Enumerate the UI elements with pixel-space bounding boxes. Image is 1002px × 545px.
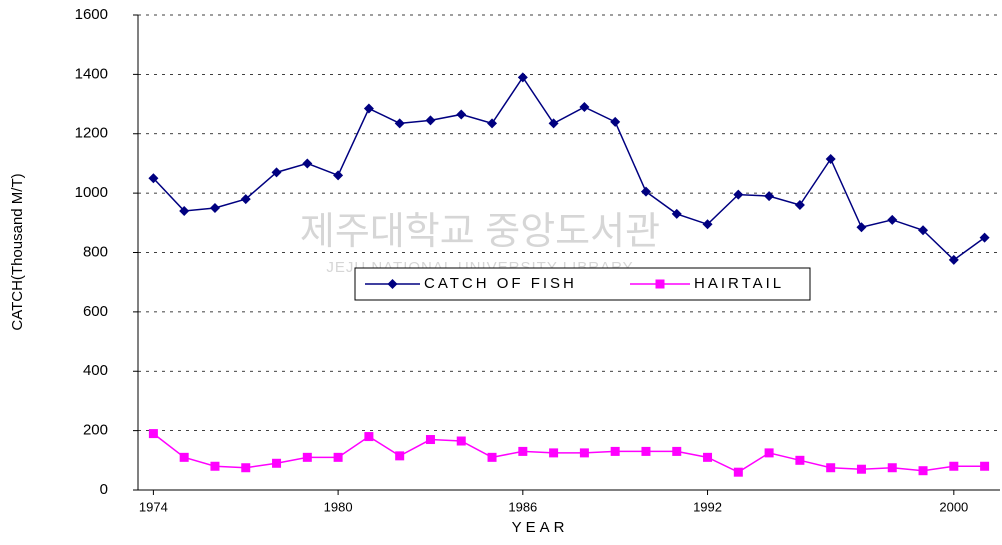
point: [395, 451, 405, 461]
point: [241, 463, 251, 473]
point: [641, 446, 651, 456]
point: [887, 463, 897, 473]
point: [672, 446, 682, 456]
series-line: [152, 433, 985, 474]
x-tick-label: 1992: [693, 499, 722, 514]
point: [148, 429, 158, 439]
point: [980, 461, 990, 471]
x-tick-label: 2000: [939, 499, 968, 514]
point: [179, 452, 189, 462]
point: [825, 153, 836, 164]
point: [918, 466, 928, 476]
y-tick-label: 600: [83, 303, 108, 320]
legend-marker: [387, 279, 398, 289]
point: [487, 118, 498, 129]
point: [579, 448, 589, 458]
point: [425, 115, 436, 126]
y-tick-label: 200: [83, 422, 108, 439]
point: [856, 464, 866, 474]
y-tick-label: 1000: [75, 184, 108, 201]
legend-marker: [655, 279, 665, 289]
point: [794, 200, 805, 210]
point: [579, 102, 590, 113]
x-tick-label: 1980: [324, 499, 353, 514]
point: [302, 452, 312, 462]
x-axis-title: YEAR: [512, 519, 569, 536]
point: [394, 118, 405, 129]
y-axis-title: CATCH(Thousand M/T): [9, 173, 26, 330]
point: [979, 232, 990, 243]
point: [826, 463, 836, 473]
point: [856, 222, 867, 233]
point: [703, 452, 713, 462]
point: [487, 452, 497, 462]
point: [333, 452, 343, 462]
point: [640, 186, 651, 197]
watermark-title: 제주대학교 중앙도서관: [300, 211, 660, 253]
point: [795, 455, 805, 465]
point: [610, 446, 620, 456]
point: [549, 448, 559, 458]
point: [363, 103, 374, 114]
legend-box: [354, 267, 811, 301]
point: [209, 202, 220, 213]
point: [425, 435, 435, 445]
point: [517, 72, 528, 83]
point: [210, 461, 220, 471]
point: [949, 461, 959, 471]
point: [702, 219, 713, 230]
point: [918, 225, 929, 236]
point: [148, 173, 159, 184]
point: [733, 467, 743, 477]
x-tick-label: 1974: [139, 499, 168, 514]
legend-label: HAIRTAIL: [694, 275, 784, 292]
legend-label: CATCH OF FISH: [424, 275, 577, 292]
y-tick-label: 1600: [75, 6, 108, 23]
y-tick-label: 800: [83, 243, 108, 260]
point: [240, 194, 251, 205]
y-tick-label: 0: [100, 481, 108, 498]
point: [456, 436, 466, 446]
x-tick-label: 1986: [508, 499, 537, 514]
series-line: [152, 75, 986, 261]
point: [364, 432, 374, 442]
point: [610, 116, 621, 127]
point: [764, 191, 775, 202]
point: [456, 109, 467, 120]
point: [887, 214, 898, 225]
point: [733, 189, 744, 200]
point: [179, 205, 190, 216]
point: [948, 254, 959, 265]
point: [671, 208, 682, 219]
point: [518, 446, 528, 456]
y-tick-label: 400: [83, 362, 108, 379]
point: [333, 170, 344, 181]
point: [272, 458, 282, 468]
y-tick-label: 1400: [75, 65, 108, 82]
point: [764, 448, 774, 458]
point: [548, 118, 559, 129]
point: [271, 167, 282, 178]
point: [302, 158, 313, 169]
y-tick-label: 1200: [75, 125, 108, 142]
